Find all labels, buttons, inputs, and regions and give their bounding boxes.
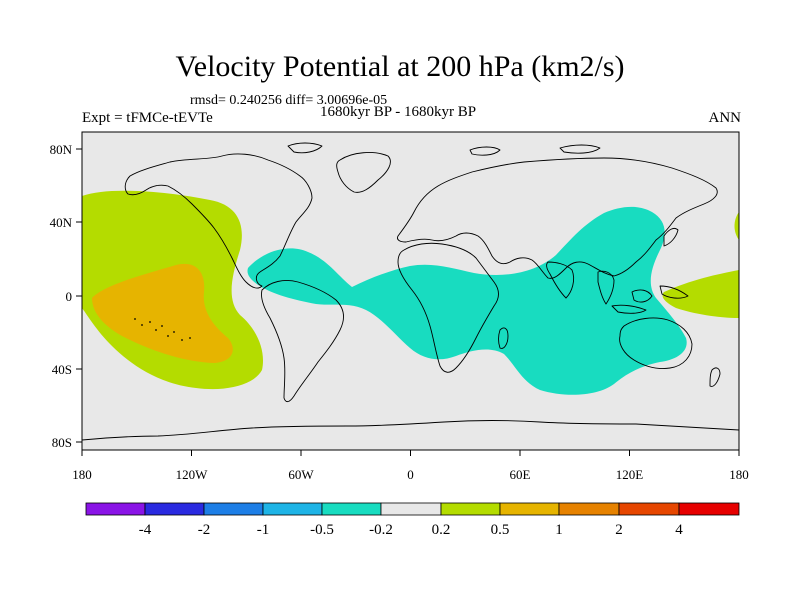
lon-tick-60E: 60E	[510, 467, 531, 482]
lon-tick-120E: 120E	[616, 467, 644, 482]
colorbar-label-4: -0.5	[310, 522, 334, 538]
positive-anomaly-dateline-north	[734, 212, 739, 240]
colorbar-label-9: 2	[615, 522, 623, 538]
negative-anomaly-atlantic-indian	[247, 206, 687, 395]
colorbar-box-8	[499, 502, 560, 516]
plot-title: Velocity Potential at 200 hPa (km2/s)	[175, 50, 625, 83]
colorbar-label-10: 4	[675, 522, 683, 538]
colorbar	[85, 502, 740, 516]
coastlines	[82, 142, 739, 441]
lon-tick-180W: 180	[72, 467, 92, 482]
lat-tick-40N: 40N	[50, 215, 73, 230]
colorbar-label-2: -2	[198, 522, 211, 538]
colorbar-box-7	[440, 502, 501, 516]
lon-tick-180E: 180	[729, 467, 749, 482]
pacific-islands	[134, 318, 191, 341]
colorbar-label-7: 0.5	[491, 522, 510, 538]
colorbar-label-1: -4	[139, 522, 152, 538]
period-label: 1680kyr BP - 1680kyr BP	[320, 104, 477, 120]
colorbar-label-3: -1	[257, 522, 270, 538]
lat-tick-40S: 40S	[52, 362, 72, 377]
colorbar-label-8: 1	[555, 522, 563, 538]
experiment-label: Expt = tFMCe-tEVTe	[82, 110, 213, 126]
colorbar-box-1	[85, 502, 146, 516]
lat-tick-80N: 80N	[50, 142, 73, 157]
colorbar-box-9	[558, 502, 620, 516]
stats-label: rmsd= 0.240256 diff= 3.00696e-05	[190, 93, 388, 108]
colorbar-box-3	[203, 502, 264, 516]
colorbar-box-6	[380, 502, 442, 516]
positive-anomaly-core	[92, 263, 233, 363]
colorbar-label-6: 0.2	[432, 522, 451, 538]
colorbar-box-5	[321, 502, 382, 516]
lon-tick-60W: 60W	[288, 467, 314, 482]
lat-tick-80S: 80S	[52, 435, 72, 450]
colorbar-box-10	[618, 502, 680, 516]
colorbar-label-5: -0.2	[369, 522, 393, 538]
season-label: ANN	[708, 110, 742, 126]
colorbar-box-4	[262, 502, 323, 516]
positive-anomaly-west-pacific	[662, 270, 739, 318]
colorbar-box-11	[678, 502, 740, 516]
lat-tick-0: 0	[66, 289, 73, 304]
lon-axis	[81, 450, 740, 456]
lon-tick-120W: 120W	[176, 467, 209, 482]
lat-axis	[76, 148, 82, 443]
colorbar-box-2	[144, 502, 205, 516]
lon-tick-0: 0	[407, 467, 414, 482]
